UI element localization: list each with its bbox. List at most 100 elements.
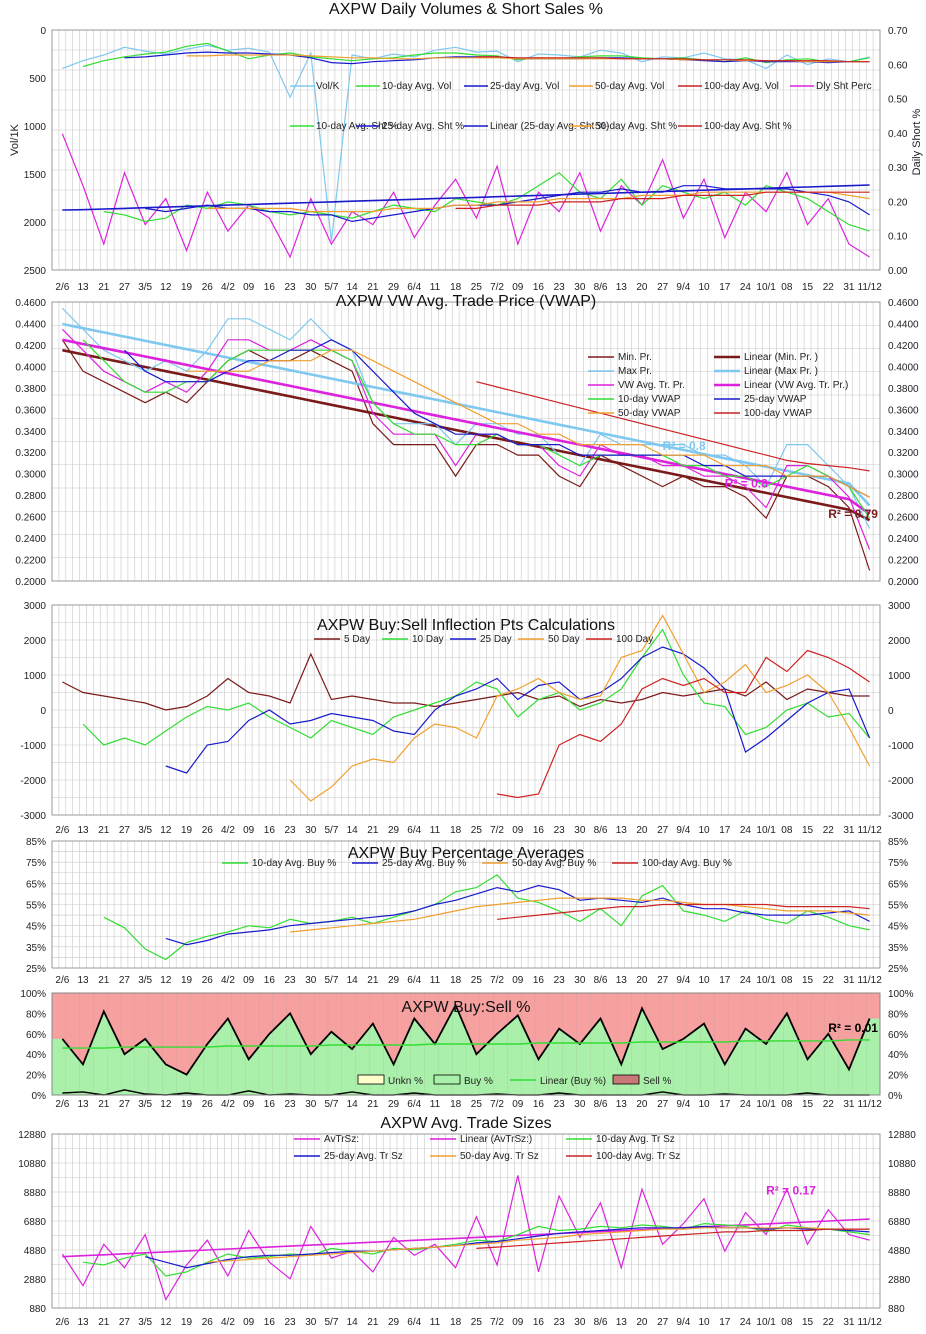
x-tick-label: 5/7 — [324, 1317, 338, 1328]
series-line — [476, 56, 870, 63]
y-tick-label: 65% — [26, 879, 46, 890]
x-tick-label: 14 — [347, 825, 359, 836]
x-tick-label: 20 — [636, 1317, 648, 1328]
x-tick-label: 21 — [98, 975, 110, 986]
x-tick-label: 24 — [740, 1317, 752, 1328]
x-tick-label: 8/6 — [594, 1099, 608, 1110]
y-tick-label: 0.3400 — [15, 427, 46, 438]
y-tick-label: 80% — [26, 1009, 46, 1020]
x-tick-label: 12 — [160, 975, 172, 986]
x-tick-label: 27 — [119, 1317, 131, 1328]
x-tick-label: 11 — [430, 1099, 441, 1110]
y-tick-label-right: 0.3200 — [888, 448, 919, 459]
x-tick-label: 11/12 — [858, 1317, 883, 1328]
y-tick-label: 0 — [40, 706, 46, 717]
y-tick-label-right: 0 — [888, 706, 894, 717]
legend-entry: 50-day Avg. Sht % — [595, 121, 677, 132]
x-tick-label: 2/6 — [55, 1099, 69, 1110]
legend-entry: 10 Day — [412, 634, 444, 645]
x-tick-label: 7/2 — [490, 825, 504, 836]
legend-entry: AvTrSz: — [324, 1134, 359, 1145]
x-tick-label: 31 — [843, 282, 855, 293]
x-tick-label: 26 — [202, 1317, 214, 1328]
x-tick-label: 11/12 — [858, 1099, 883, 1110]
x-tick-label: 30 — [305, 975, 317, 986]
x-tick-label: 23 — [554, 1099, 566, 1110]
x-tick-label: 3/5 — [138, 1099, 152, 1110]
y-tick-label-right: 0.70 — [888, 26, 908, 37]
legend-entry: Vol/K — [316, 81, 340, 92]
x-tick-label: 18 — [450, 1317, 462, 1328]
legend-entry: Max Pr. — [618, 366, 652, 377]
x-tick-label: 10/1 — [756, 1099, 776, 1110]
series-line — [62, 322, 871, 507]
x-tick-label: 25 — [471, 1317, 483, 1328]
y-tick-label-right: 880 — [888, 1304, 905, 1315]
x-tick-label: 25 — [471, 975, 483, 986]
series-line — [124, 339, 870, 498]
y-tick-label: -2000 — [20, 776, 46, 787]
y-tick-label: 0.2400 — [15, 534, 46, 545]
annotation-r2: R² = 0.8 — [663, 439, 706, 453]
x-tick-label: 21 — [367, 1099, 379, 1110]
y-tick-label: 500 — [29, 74, 46, 85]
x-tick-label: 13 — [616, 282, 628, 293]
x-tick-label: 10/1 — [756, 1317, 776, 1328]
x-tick-label: 7/2 — [490, 975, 504, 986]
legend-entry: 100-day VWAP — [744, 408, 812, 419]
y-tick-label-right: 0.2000 — [888, 577, 919, 588]
y-tick-label: 0.3800 — [15, 384, 46, 395]
x-tick-label: 22 — [823, 975, 835, 986]
y-tick-label: 0.2000 — [15, 577, 46, 588]
x-tick-label: 25 — [471, 282, 483, 293]
x-tick-label: 9/4 — [676, 825, 690, 836]
x-tick-label: 9/4 — [676, 975, 690, 986]
legend-entry: 10-day Avg. Buy % — [252, 858, 336, 869]
series-line — [497, 903, 870, 920]
y-axis-label: Vol/1K — [9, 123, 21, 155]
x-tick-label: 27 — [119, 282, 131, 293]
y-tick-label: 2880 — [24, 1275, 47, 1286]
y-tick-label: 20% — [26, 1071, 46, 1082]
y-tick-label-right: 0.20 — [888, 197, 908, 208]
x-tick-label: 13 — [616, 975, 628, 986]
y-tick-label-right: 0.00 — [888, 266, 908, 277]
x-tick-label: 25 — [471, 1099, 483, 1110]
x-tick-label: 11 — [430, 1317, 441, 1328]
x-tick-label: 6/4 — [407, 975, 421, 986]
x-tick-label: 20 — [636, 975, 648, 986]
legend-entry: 25-day Avg. Buy % — [382, 858, 466, 869]
x-tick-label: 3/5 — [138, 825, 152, 836]
x-tick-label: 17 — [719, 1099, 731, 1110]
chart-panel-3: AXPW Buy Percentage Averages 85% 75% 65% 55%… — [26, 825, 908, 975]
x-tick-label: 16 — [264, 825, 276, 836]
y-tick-label: 60% — [26, 1030, 46, 1041]
x-tick-label: 13 — [77, 825, 89, 836]
x-tick-label: 26 — [202, 975, 214, 986]
x-tick-label: 15 — [802, 975, 814, 986]
x-tick-label: 14 — [347, 1317, 359, 1328]
y-axis-label-right: Daily Short % — [911, 108, 923, 175]
legend-swatch — [612, 1074, 640, 1085]
y-tick-label: 85% — [26, 837, 46, 848]
y-tick-label: 1000 — [24, 671, 47, 682]
x-tick-label: 23 — [284, 1099, 296, 1110]
y-tick-label-right: 75% — [888, 858, 908, 869]
y-tick-label-right: 65% — [888, 879, 908, 890]
series-line — [289, 614, 871, 802]
y-tick-label-right: 2000 — [888, 636, 911, 647]
x-tick-label: 9/4 — [676, 1099, 690, 1110]
series-line — [496, 649, 870, 799]
y-tick-label: 1500 — [24, 170, 47, 181]
x-tick-label: 6/4 — [407, 825, 421, 836]
x-tick-label: 14 — [347, 975, 359, 986]
series-line — [476, 1228, 870, 1249]
legend-entry: 100-day Avg. Buy % — [642, 858, 732, 869]
x-tick-label: 09 — [243, 825, 255, 836]
x-tick-label: 09 — [512, 1317, 524, 1328]
x-tick-label: 8/6 — [594, 975, 608, 986]
legend-entry: 100-day Avg. Tr Sz — [596, 1151, 680, 1162]
x-tick-label: 24 — [740, 825, 752, 836]
